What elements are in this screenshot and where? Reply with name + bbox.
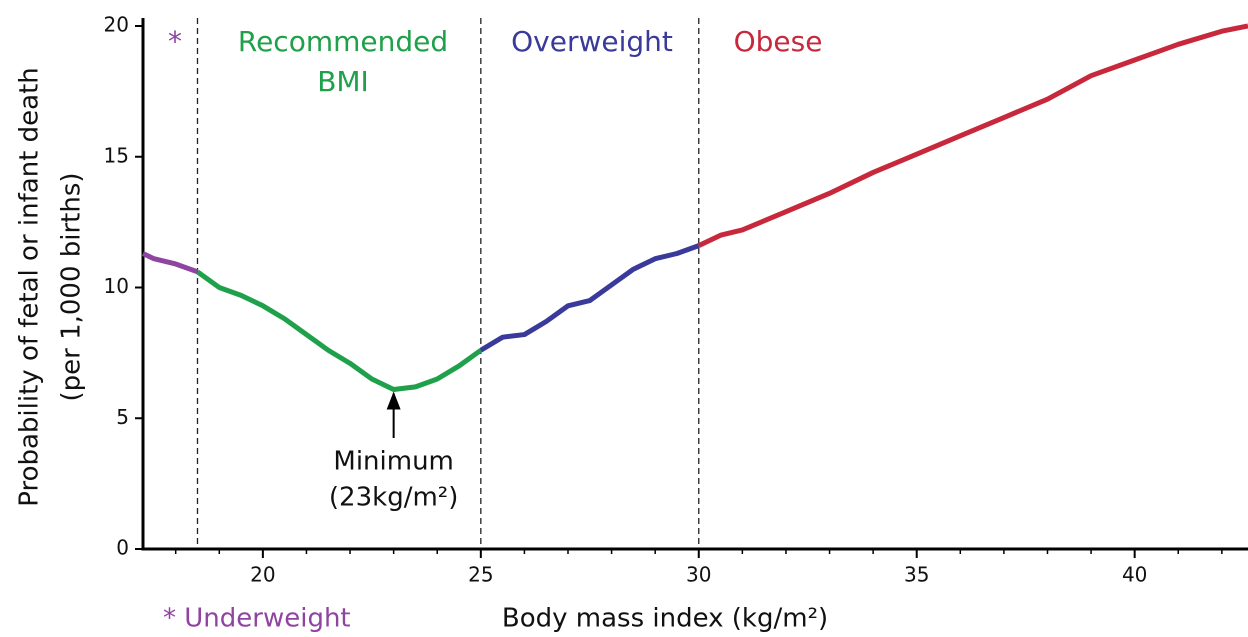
y-tick-label: 0 [116, 536, 129, 560]
region-label: BMI [317, 65, 369, 98]
x-tick-label: 25 [468, 563, 493, 587]
y-tick-label: 5 [116, 405, 129, 429]
x-tick-label: 40 [1122, 563, 1147, 587]
annotation-arrowhead [386, 391, 401, 410]
data-line [479, 243, 700, 353]
y-tick-label: 20 [104, 13, 129, 37]
y-axis-label: (per 1,000 births) [57, 172, 87, 401]
annotation-text: Minimum [333, 447, 454, 477]
x-axis-label: Body mass index (kg/m²) [502, 604, 828, 634]
data-line [697, 23, 1248, 248]
y-tick-label: 10 [104, 274, 129, 298]
y-axis-label: Probability of fetal or infant death [15, 67, 45, 507]
x-tick-label: 35 [904, 563, 929, 587]
region-label: Obese [734, 25, 823, 58]
region-label: Recommended [238, 25, 448, 58]
annotation-text: (23kg/m²) [329, 483, 458, 513]
data-line [196, 269, 483, 392]
region-label: * [168, 25, 182, 58]
y-tick-label: 15 [104, 143, 129, 167]
footnote: * Underweight [163, 604, 351, 634]
region-label: Overweight [511, 25, 673, 58]
x-tick-label: 20 [250, 563, 275, 587]
x-tick-label: 30 [686, 563, 711, 587]
data-line [141, 251, 199, 275]
